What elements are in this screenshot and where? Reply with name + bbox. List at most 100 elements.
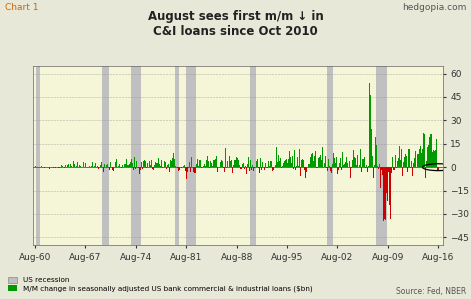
Bar [288, 159, 289, 167]
Bar [391, 167, 392, 173]
Bar [100, 165, 101, 167]
Bar [132, 167, 133, 168]
Bar [167, 165, 168, 167]
Bar [413, 148, 414, 167]
Bar [370, 95, 371, 167]
Bar [196, 164, 197, 167]
Bar [244, 167, 245, 169]
Bar [401, 150, 402, 167]
Bar [238, 160, 239, 167]
Bar [427, 147, 428, 167]
Bar [264, 167, 265, 170]
Bar [254, 167, 255, 168]
Bar [330, 167, 331, 171]
Bar [257, 158, 258, 167]
Bar [332, 162, 333, 167]
Bar [315, 152, 316, 167]
Bar [220, 161, 221, 167]
Bar [190, 167, 191, 172]
Bar [223, 167, 224, 168]
Bar [280, 158, 281, 167]
Bar [388, 167, 389, 172]
Bar [109, 167, 110, 170]
Bar [403, 162, 404, 167]
Bar [320, 155, 321, 167]
Bar [61, 165, 62, 167]
Bar [268, 161, 269, 167]
Bar [65, 164, 66, 167]
Bar [324, 163, 325, 167]
Bar [71, 166, 72, 167]
Bar [390, 163, 391, 167]
Bar [436, 138, 437, 167]
Bar [219, 151, 220, 167]
Bar [191, 157, 192, 167]
Bar [241, 167, 242, 169]
Bar [281, 167, 282, 168]
Bar [359, 165, 360, 167]
Bar [334, 158, 335, 167]
Bar [98, 167, 99, 170]
Bar [115, 162, 116, 167]
Bar [271, 161, 272, 167]
Bar [433, 150, 434, 167]
Bar [286, 159, 287, 167]
Bar [251, 66, 256, 245]
Bar [78, 166, 79, 167]
Bar [345, 162, 346, 167]
Bar [188, 167, 189, 168]
Bar [36, 66, 40, 245]
Bar [407, 167, 408, 172]
Bar [368, 166, 369, 167]
Bar [305, 167, 306, 178]
Bar [245, 166, 246, 167]
Bar [67, 165, 68, 167]
Bar [184, 165, 185, 167]
Bar [424, 134, 425, 167]
Bar [230, 161, 231, 167]
Bar [39, 167, 40, 168]
Bar [106, 165, 107, 167]
Bar [53, 167, 54, 168]
Bar [339, 163, 340, 167]
Bar [342, 167, 343, 168]
Bar [261, 164, 262, 167]
Bar [256, 161, 257, 167]
Bar [180, 165, 181, 167]
Bar [140, 167, 141, 170]
Bar [262, 162, 263, 167]
Bar [252, 167, 253, 173]
Bar [376, 145, 377, 167]
Bar [224, 167, 225, 172]
Bar [385, 167, 386, 220]
Bar [415, 151, 416, 167]
Text: hedgopia.com: hedgopia.com [402, 3, 466, 12]
Bar [48, 167, 49, 168]
Bar [171, 167, 172, 169]
Bar [331, 167, 332, 173]
Bar [35, 166, 36, 167]
Bar [389, 167, 390, 208]
Bar [292, 156, 293, 167]
Bar [153, 167, 154, 170]
Bar [90, 164, 91, 167]
Bar [200, 160, 201, 167]
Bar [400, 160, 401, 167]
Bar [380, 147, 381, 167]
Bar [404, 153, 405, 167]
Bar [70, 164, 71, 167]
Bar [284, 161, 285, 167]
Bar [123, 160, 124, 167]
Bar [269, 166, 270, 167]
Bar [311, 154, 312, 167]
Bar [114, 161, 115, 167]
Bar [157, 163, 158, 167]
Bar [394, 167, 395, 170]
Bar [166, 167, 167, 169]
Bar [253, 167, 254, 171]
Bar [350, 167, 351, 178]
Bar [437, 163, 438, 167]
Bar [349, 161, 350, 167]
Bar [205, 166, 206, 167]
Bar [319, 157, 320, 167]
